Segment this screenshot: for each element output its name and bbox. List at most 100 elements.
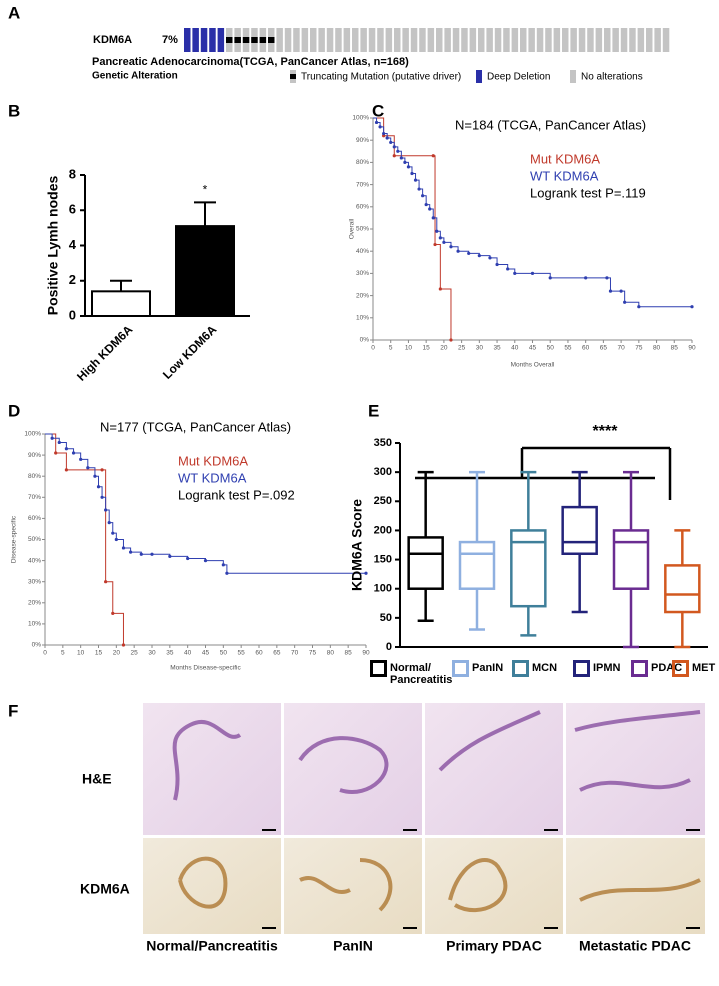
unaltered-cell [478, 28, 485, 52]
y-tick-label: 10% [28, 621, 41, 628]
unaltered-cell [385, 28, 393, 52]
censor-mark [431, 154, 435, 158]
panel-label: B [8, 101, 20, 120]
x-tick-label: 0 [43, 650, 47, 657]
significance: **** [593, 423, 619, 440]
legend-label: Mut KDM6A [178, 453, 248, 468]
x-tick-label: 75 [309, 650, 317, 657]
censor-mark [79, 457, 83, 461]
box [612, 529, 650, 590]
censor-mark [637, 305, 641, 309]
censor-mark [389, 140, 393, 145]
x-tick-label: 85 [345, 650, 353, 657]
censor-mark [104, 580, 108, 584]
unaltered-cell [528, 28, 535, 52]
y-tick-label: 0 [386, 641, 392, 653]
censor-mark [424, 202, 428, 207]
unaltered-cell [469, 28, 477, 52]
box [407, 536, 444, 590]
unaltered-cell [562, 28, 569, 52]
censor-mark [392, 145, 396, 149]
column-label: Metastatic PDAC [579, 938, 691, 954]
unaltered-cell [587, 28, 594, 52]
censor-mark [449, 245, 453, 249]
x-tick-label: 75 [635, 345, 643, 352]
y-tick-label: 0% [32, 642, 42, 649]
censor-mark [100, 468, 104, 472]
censor-mark [129, 550, 133, 554]
deletion-cell [209, 28, 216, 52]
legend-swatch [290, 74, 296, 79]
row-label: KDM6A [80, 881, 130, 897]
x-tick-label: 70 [617, 345, 625, 352]
y-tick-label: 300 [374, 466, 392, 478]
y-tick-label: 6 [69, 202, 76, 217]
y-tick-label: 10% [356, 315, 369, 322]
annotation: Logrank test P=.092 [178, 487, 295, 502]
censor-mark [456, 249, 460, 253]
x-tick-label: 5 [61, 650, 65, 657]
unaltered-cell [326, 28, 334, 52]
censor-mark [417, 187, 421, 191]
x-tick-label: 90 [362, 650, 370, 657]
censor-mark [530, 271, 535, 275]
unaltered-cell [646, 28, 653, 52]
censor-mark [86, 466, 90, 470]
x-tick-label: 35 [166, 650, 174, 657]
survival-curve [373, 117, 452, 340]
survival-curve [45, 433, 124, 645]
micrograph [566, 703, 705, 835]
micrograph-grid [143, 703, 705, 934]
truncating-cell [226, 37, 233, 43]
y-tick-label: 4 [69, 237, 77, 252]
x-tick-label: 30 [476, 345, 484, 352]
y-tick-label: 250 [374, 495, 392, 507]
unaltered-cell [360, 28, 367, 52]
legend-label: Normal/ Pancreatitis [390, 662, 453, 686]
column-label: Normal/Pancreatitis [146, 938, 278, 954]
y-tick-label: 60% [28, 515, 41, 522]
censor-mark [396, 149, 400, 153]
legend-swatch [570, 70, 576, 83]
x-tick-label: 40 [184, 650, 192, 657]
y-tick-label: 150 [374, 553, 392, 565]
censor-mark [221, 563, 225, 567]
x-tick-label: 25 [131, 650, 139, 657]
censor-mark [421, 194, 425, 198]
unaltered-cell [335, 28, 342, 52]
y-axis-label: Positive Lymh nodes [45, 176, 61, 316]
y-tick-label: 90% [28, 452, 41, 459]
truncating-cell [242, 37, 250, 43]
censor-mark [114, 537, 118, 542]
censor-mark [488, 256, 492, 260]
unaltered-cell [553, 28, 561, 52]
legend-label: Deep Deletion [487, 72, 550, 83]
censor-mark [435, 229, 439, 233]
censor-mark [64, 447, 68, 451]
legend-label: No alterations [581, 72, 643, 83]
box [510, 529, 547, 608]
x-tick-label: 30 [148, 650, 156, 657]
censor-mark [111, 531, 115, 535]
y-tick-label: 0% [360, 337, 370, 344]
censor-mark [385, 136, 389, 140]
unaltered-cell [536, 28, 544, 52]
censor-mark [605, 276, 609, 280]
survival-curve [373, 117, 692, 308]
unaltered-cell [318, 28, 325, 52]
unaltered-cell [511, 28, 519, 52]
column-label: Primary PDAC [446, 938, 542, 954]
unaltered-cell [293, 28, 300, 52]
y-tick-label: 50% [356, 226, 369, 233]
x-tick-label: 85 [671, 345, 679, 352]
unaltered-cell [419, 28, 426, 52]
x-tick-label: 60 [255, 650, 263, 657]
panel-label: F [8, 701, 18, 720]
micrograph [143, 838, 281, 934]
x-tick-label: High KDM6A [74, 322, 136, 384]
censor-mark [93, 474, 97, 478]
censor-mark [413, 178, 418, 182]
censor-mark [100, 495, 104, 499]
censor-mark [619, 289, 623, 293]
